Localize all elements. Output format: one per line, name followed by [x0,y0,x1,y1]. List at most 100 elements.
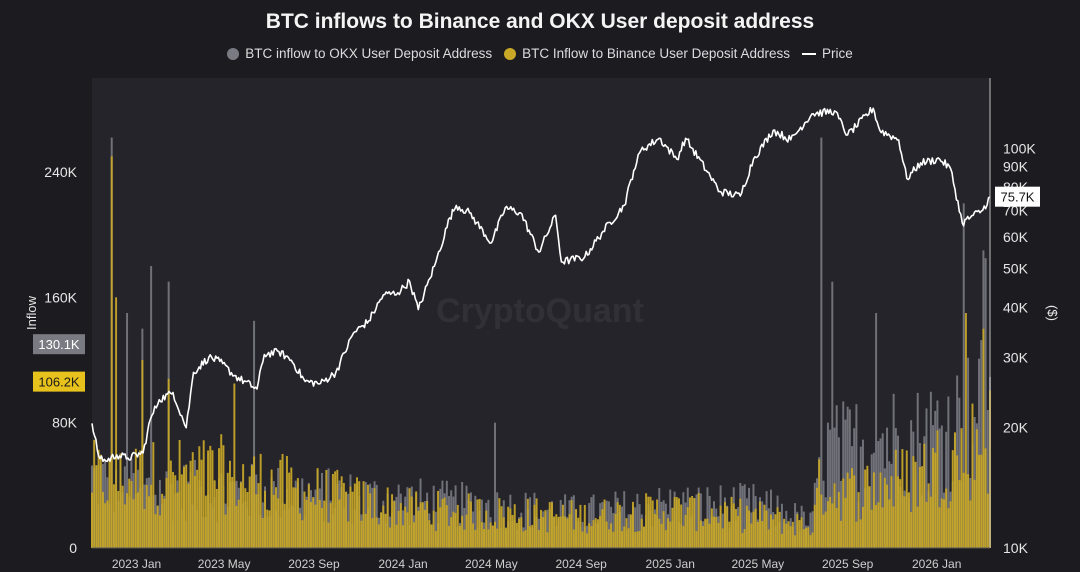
binance-bar [200,459,203,548]
okx-bar [463,507,466,548]
binance-bar [947,508,950,548]
binance-bar [126,493,129,548]
binance-bar [658,518,661,548]
binance-bar [544,510,547,548]
binance-bar [533,504,536,548]
x-tick-label: 2023 Jan [112,557,161,571]
binance-bar [577,517,580,548]
binance-bar [638,531,641,548]
legend-binance-swatch [504,47,517,60]
binance-bar [800,517,803,548]
binance-bar [169,460,172,548]
binance-bar [973,479,976,548]
binance-bar [730,496,733,548]
binance-bar [745,505,748,548]
binance-bar [763,504,766,548]
binance-bar [209,445,212,548]
binance-bar [680,504,683,548]
x-tick-label: 2025 Sep [822,557,874,571]
binance-bar [614,513,617,548]
binance-bar [741,532,744,548]
x-tick-label: 2025 Jan [646,557,695,571]
y-tick-label: 0 [69,540,77,556]
binance-bar [559,516,562,548]
binance-bar [910,511,913,548]
legend-item-okx[interactable]: BTC inflow to OKX User Deposit Address [227,46,492,61]
binance-bar [101,492,104,548]
okx-bar [978,358,981,548]
binance-bar [978,454,981,548]
binance-bar [851,468,854,548]
binance-bar [285,455,288,548]
binance-bar [461,515,464,548]
binance-bar [710,508,713,548]
binance-bar [783,518,786,548]
binance-bar [588,523,591,548]
binance-bar [213,480,216,548]
okx-bar [980,340,983,548]
x-tick-label: 2025 May [731,557,784,571]
okx-bar [892,393,895,548]
legend-okx-swatch [227,47,240,60]
binance-bar [932,447,935,548]
legend-item-binance[interactable]: BTC Inflow to Binance User Deposit Addre… [504,46,790,61]
binance-bar [434,530,437,548]
okx-bar [820,137,823,549]
binance-bar [215,488,218,548]
binance-bar [596,519,599,548]
binance-bar [119,453,122,548]
okx-bar [638,504,641,548]
okx-bar [150,266,153,548]
binance-bar [914,461,917,548]
binance-bar [426,501,429,548]
binance-bar [395,524,398,548]
binance-bar [443,497,446,548]
binance-bar [531,524,534,548]
binance-bar [522,531,525,548]
binance-bar [982,328,985,548]
binance-bar [912,456,915,548]
binance-bar [150,484,153,548]
binance-bar [901,449,904,548]
binance-bar [430,524,433,548]
okx-bar [811,511,814,548]
binance-bar [432,510,435,548]
okx-bar [487,499,490,548]
binance-bar [732,503,735,548]
binance-bar [386,487,389,548]
binance-bar [695,531,698,548]
binance-bar [108,460,111,548]
okx-bar [743,484,746,548]
binance-bar [949,501,952,548]
binance-bar [134,448,137,548]
binance-bar [848,478,851,548]
binance-bar [246,492,249,548]
binance-bar [373,488,376,548]
binance-bar [853,475,856,548]
binance-bar [454,513,457,548]
okx-bar [844,419,847,548]
binance-bar [857,492,860,548]
binance-bar [802,529,805,548]
legend: BTC inflow to OKX User Deposit Address B… [0,46,1080,61]
binance-bar [452,511,455,548]
y-tick-label: 240K [44,164,77,180]
binance-bar [139,450,142,548]
binance-bar [507,506,510,548]
x-tick-label: 2026 Jan [912,557,961,571]
binance-bar [261,517,264,548]
binance-bar [408,488,411,548]
okx-bar [984,258,987,548]
okx-bar [741,485,744,548]
okx-bar [877,440,880,548]
legend-item-price[interactable]: Price [801,46,853,61]
y2-axis-label: ($) [1045,305,1060,321]
binance-bar [964,313,967,548]
binance-bar [158,515,161,548]
okx-bar [371,487,374,548]
binance-bar [228,460,231,548]
okx-bar [434,511,437,548]
binance-bar [349,486,352,548]
binance-bar [224,514,227,548]
binance-bar [704,518,707,548]
